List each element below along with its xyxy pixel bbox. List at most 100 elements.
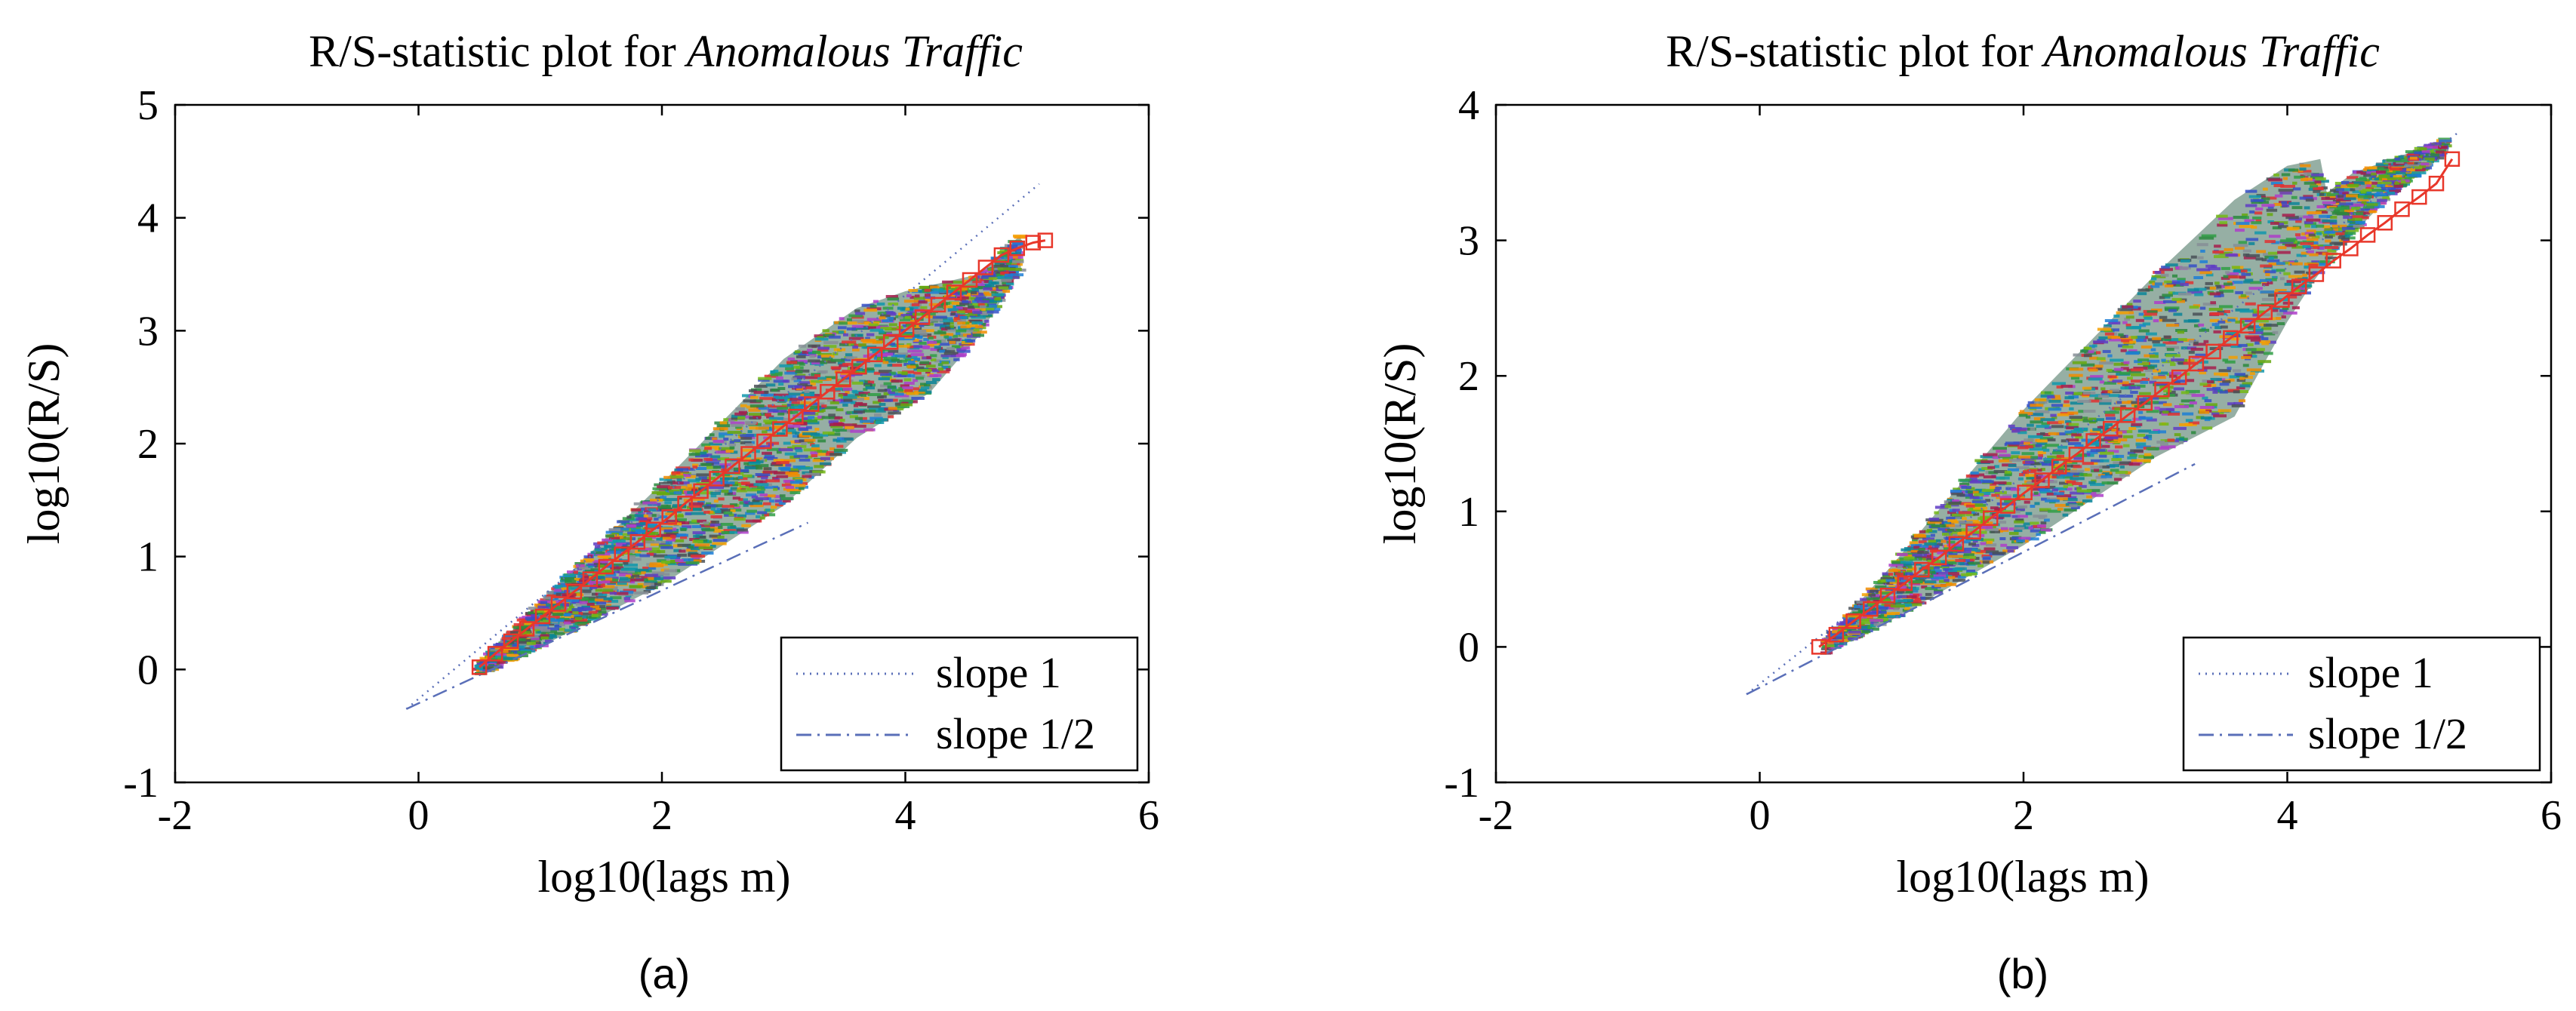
data-point bbox=[1933, 574, 1947, 578]
data-point bbox=[913, 312, 924, 316]
data-point bbox=[2119, 461, 2131, 465]
data-point bbox=[1013, 234, 1028, 238]
x-tick-label: 2 bbox=[651, 792, 672, 839]
data-point bbox=[651, 491, 666, 494]
data-point bbox=[524, 622, 534, 625]
data-point bbox=[802, 416, 808, 420]
data-point bbox=[629, 580, 636, 584]
data-point bbox=[928, 336, 934, 340]
data-point bbox=[2381, 187, 2396, 190]
data-point bbox=[925, 293, 931, 297]
data-point bbox=[1885, 606, 1894, 610]
data-point bbox=[719, 421, 728, 425]
data-point bbox=[986, 310, 999, 314]
data-point bbox=[2267, 259, 2280, 263]
data-point bbox=[783, 479, 795, 483]
data-point bbox=[2197, 256, 2204, 260]
data-point bbox=[2071, 376, 2080, 380]
data-point bbox=[2040, 432, 2045, 435]
data-point bbox=[1981, 493, 1990, 497]
data-point bbox=[1973, 512, 1980, 516]
data-point bbox=[817, 349, 829, 352]
data-point bbox=[2156, 441, 2165, 444]
data-point bbox=[1991, 493, 2000, 497]
data-point bbox=[2291, 206, 2303, 210]
data-point bbox=[887, 363, 893, 367]
data-point bbox=[820, 456, 830, 460]
data-point bbox=[1907, 569, 1913, 573]
data-point bbox=[2063, 404, 2070, 407]
y-tick-label: 0 bbox=[137, 647, 158, 693]
data-point bbox=[2091, 459, 2104, 462]
data-point bbox=[928, 303, 939, 306]
data-point bbox=[677, 543, 691, 547]
data-point bbox=[848, 336, 864, 340]
data-point bbox=[971, 315, 986, 319]
data-point bbox=[830, 425, 843, 429]
data-point bbox=[882, 319, 894, 323]
data-point bbox=[623, 597, 630, 601]
data-point bbox=[716, 424, 731, 428]
data-point bbox=[584, 591, 591, 595]
data-point bbox=[823, 333, 835, 337]
data-point bbox=[1861, 593, 1872, 597]
data-point bbox=[2044, 480, 2057, 484]
data-point bbox=[2303, 195, 2313, 198]
data-point bbox=[1944, 522, 1950, 526]
data-point bbox=[895, 405, 910, 408]
data-point bbox=[519, 642, 532, 646]
data-point bbox=[1885, 612, 1893, 616]
data-point bbox=[1911, 599, 1922, 603]
data-point bbox=[2042, 462, 2055, 466]
data-point bbox=[675, 569, 681, 573]
data-point bbox=[1947, 528, 1962, 532]
data-point bbox=[2399, 177, 2405, 181]
data-point bbox=[2040, 468, 2045, 472]
data-point bbox=[2321, 197, 2336, 201]
data-point bbox=[749, 413, 762, 416]
data-point bbox=[2067, 442, 2082, 445]
data-point bbox=[2221, 276, 2230, 280]
data-point bbox=[971, 321, 983, 324]
data-point bbox=[869, 304, 877, 308]
data-point bbox=[2233, 401, 2244, 405]
data-point bbox=[614, 592, 629, 595]
data-point bbox=[2060, 439, 2070, 443]
data-point bbox=[783, 380, 790, 383]
data-point bbox=[2098, 336, 2112, 340]
data-point bbox=[937, 363, 943, 367]
data-point bbox=[729, 503, 737, 507]
data-point bbox=[1907, 603, 1922, 607]
data-point bbox=[2214, 244, 2221, 248]
data-point bbox=[1904, 547, 1919, 551]
data-point bbox=[850, 401, 857, 404]
data-point bbox=[971, 290, 977, 294]
data-point bbox=[2213, 330, 2221, 333]
data-point bbox=[2205, 273, 2214, 277]
data-point bbox=[1969, 476, 1977, 480]
data-point bbox=[1988, 471, 1998, 475]
data-point bbox=[810, 383, 816, 386]
data-point bbox=[1897, 595, 1908, 598]
data-point bbox=[712, 437, 718, 441]
data-point bbox=[501, 637, 515, 641]
data-point bbox=[740, 436, 752, 440]
data-point bbox=[2302, 273, 2307, 277]
data-point bbox=[1959, 556, 1966, 560]
data-point bbox=[2233, 369, 2242, 373]
data-point bbox=[685, 493, 693, 497]
data-point bbox=[811, 454, 818, 457]
data-point bbox=[1943, 574, 1953, 578]
data-point bbox=[1875, 585, 1887, 589]
data-point bbox=[2258, 201, 2270, 204]
data-point bbox=[919, 341, 927, 345]
data-point bbox=[2424, 143, 2435, 147]
data-point bbox=[2327, 249, 2336, 253]
data-point bbox=[2164, 295, 2171, 299]
data-point bbox=[740, 404, 747, 407]
data-point bbox=[981, 323, 986, 326]
data-point bbox=[519, 635, 527, 639]
data-point bbox=[2236, 386, 2245, 390]
data-point bbox=[2244, 219, 2255, 223]
data-point bbox=[764, 374, 779, 378]
